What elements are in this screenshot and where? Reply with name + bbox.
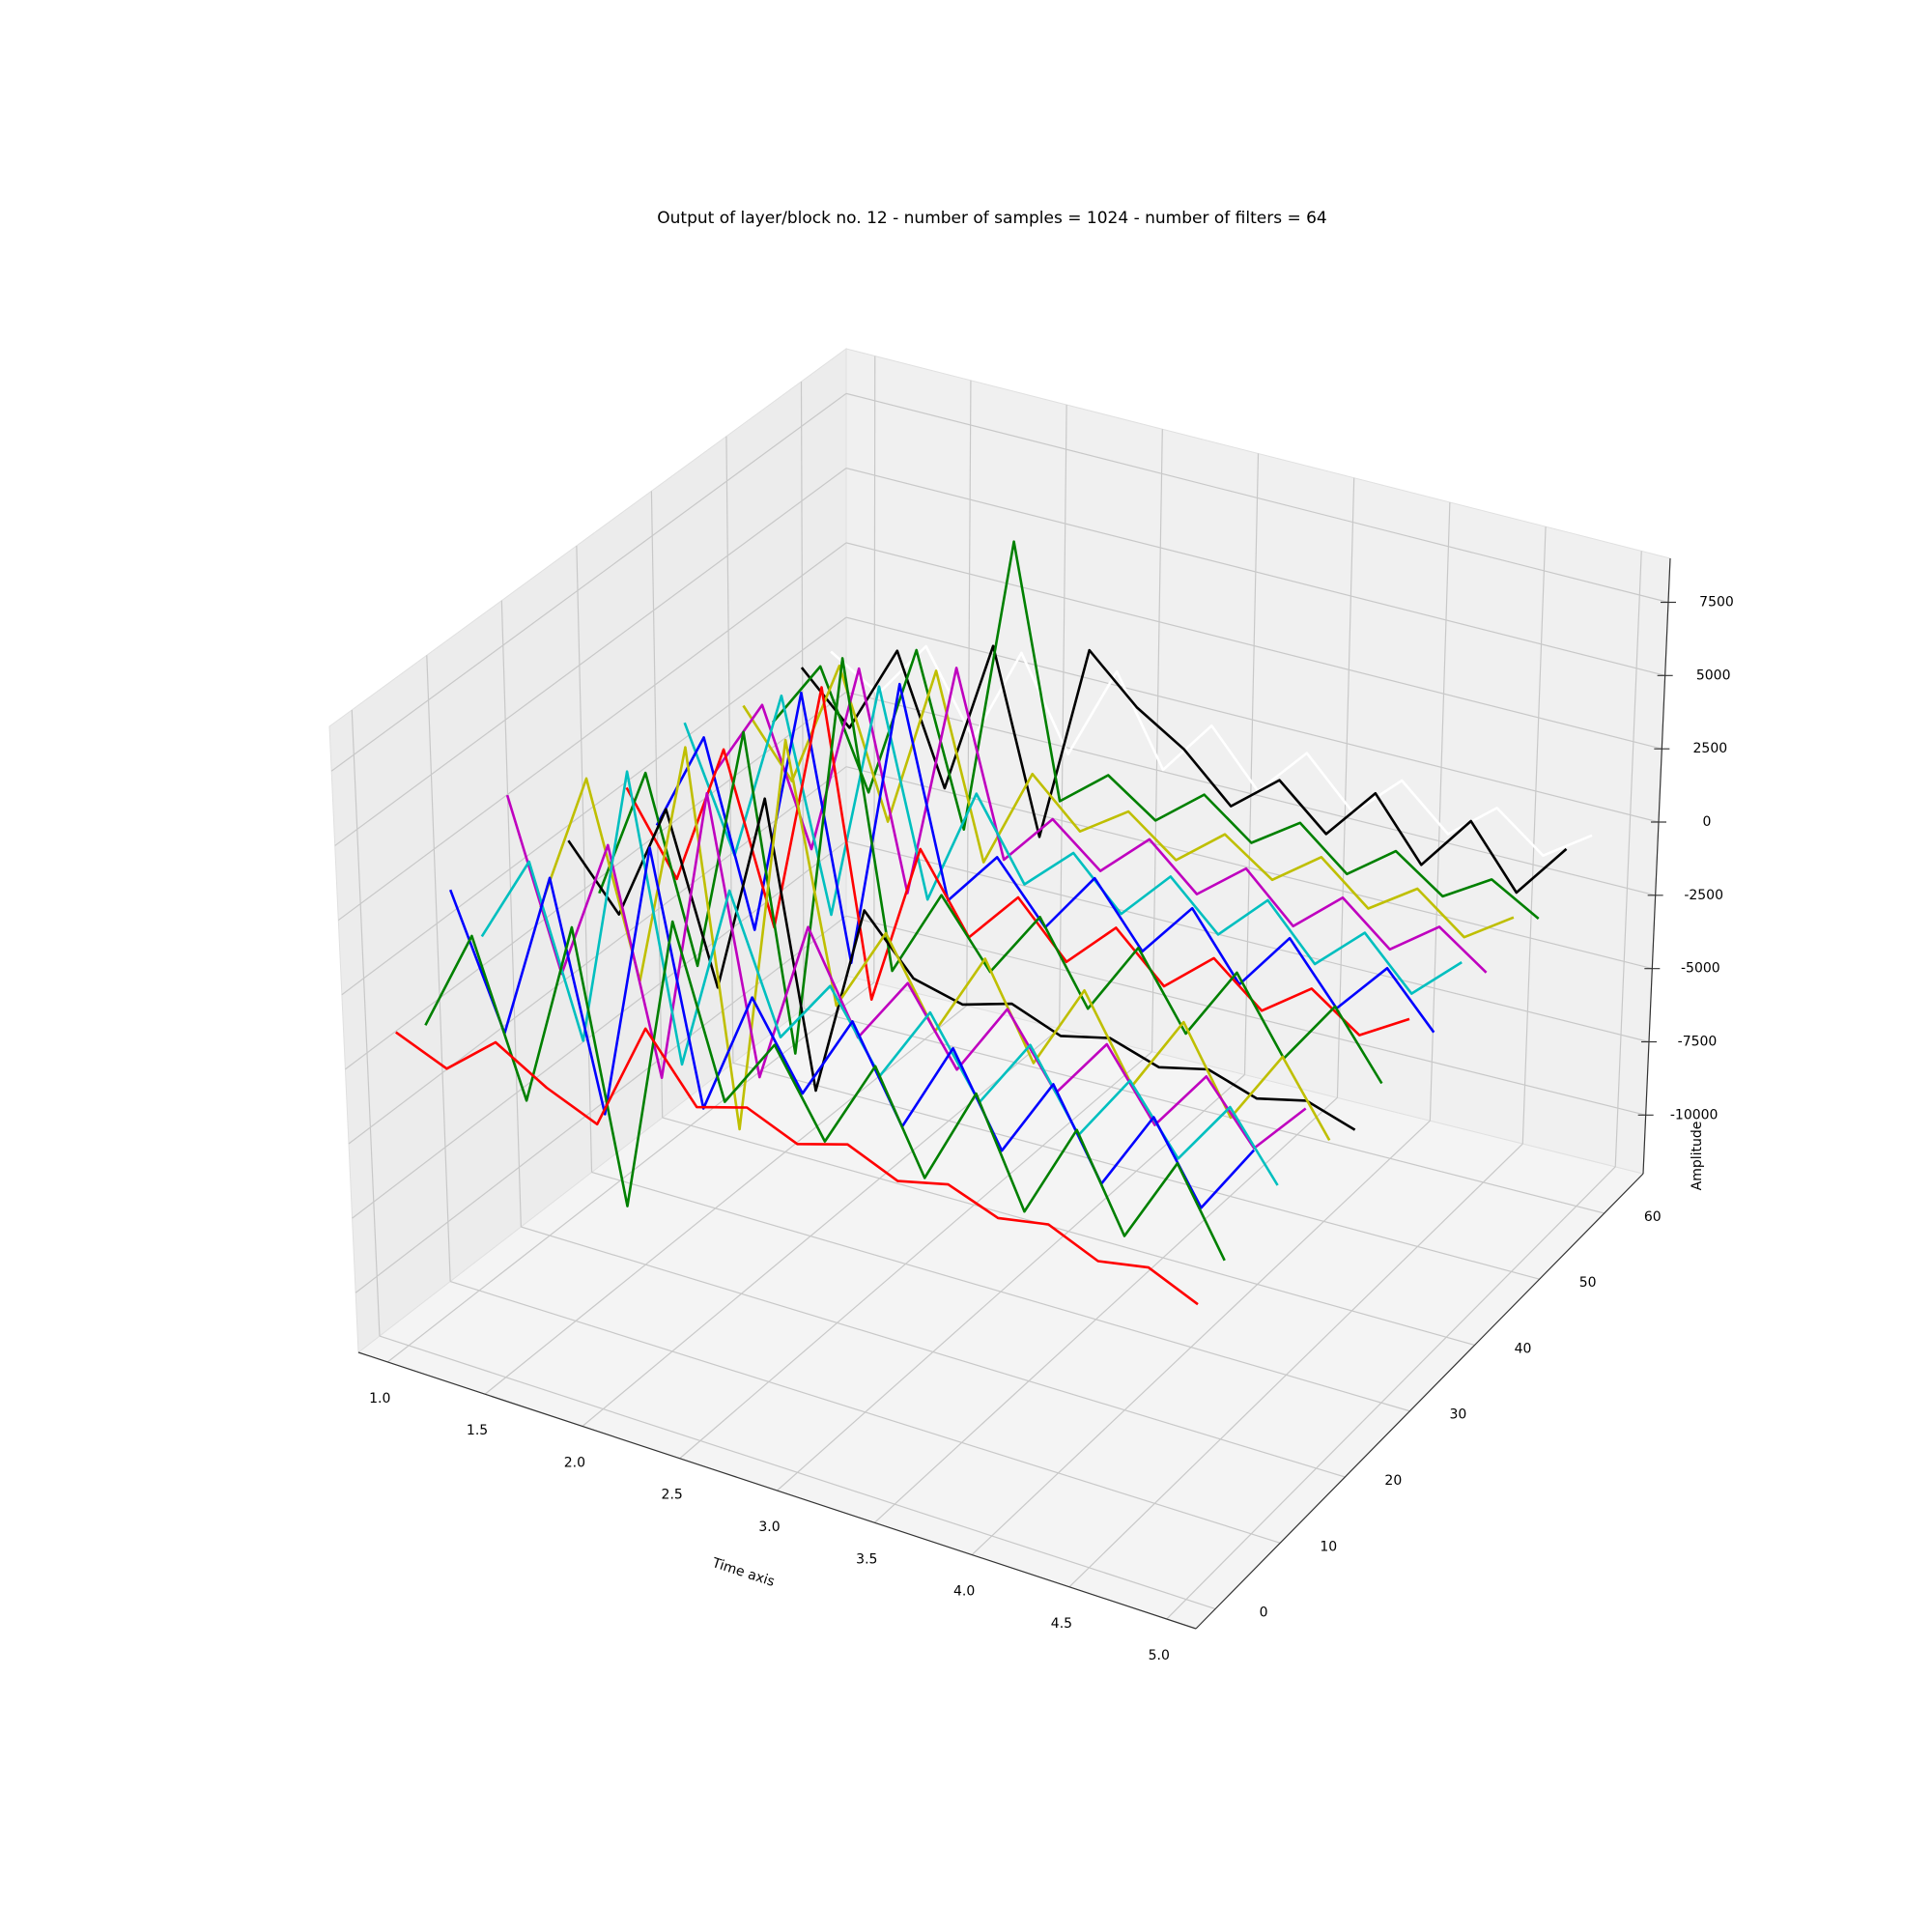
- grid-line: [351, 709, 381, 1337]
- grid-line: [1521, 526, 1547, 1145]
- series-line: [625, 686, 1410, 1037]
- x-tick-label: 3.0: [758, 1520, 780, 1535]
- series-line: [742, 664, 1515, 939]
- grid-line: [500, 600, 522, 1228]
- x-tick-label: 2.0: [564, 1455, 585, 1470]
- z-tick-label: 5000: [1696, 668, 1731, 683]
- grid-line: [1166, 1166, 1616, 1620]
- grid-line: [1614, 551, 1642, 1167]
- grid-line: [845, 840, 1650, 1043]
- grid-line: [1059, 405, 1067, 1029]
- grid-line: [1243, 453, 1260, 1075]
- grid-line: [591, 1171, 1410, 1412]
- series-line: [424, 920, 1226, 1262]
- grid-line: [845, 542, 1662, 750]
- series-line: [567, 797, 1356, 1131]
- x-axis-label: Time axis: [709, 1555, 776, 1590]
- y-tick-label: 20: [1384, 1473, 1402, 1489]
- z-tick-label: 7500: [1699, 595, 1734, 611]
- grid-line: [732, 1062, 1540, 1280]
- grid-line: [1151, 429, 1163, 1052]
- y-tick-label: 0: [1260, 1605, 1268, 1621]
- axis-line: [1642, 557, 1671, 1175]
- grid-line: [679, 1051, 1152, 1460]
- grid-line: [521, 1226, 1346, 1478]
- series-line: [395, 1027, 1199, 1306]
- grid-line: [845, 392, 1669, 604]
- z-tick-label: -10000: [1670, 1107, 1719, 1122]
- grid-line: [334, 468, 847, 846]
- y-tick-label: 10: [1320, 1539, 1337, 1554]
- grid-line: [662, 1117, 1475, 1347]
- series-line: [800, 644, 1568, 895]
- grid-line: [582, 1028, 1061, 1427]
- grid-line: [426, 655, 451, 1282]
- x-tick-label: 1.0: [369, 1391, 390, 1406]
- grid-line: [484, 1005, 968, 1395]
- series-line: [713, 667, 1488, 974]
- grid-line: [337, 542, 847, 922]
- grid-line: [576, 545, 593, 1173]
- grid-line: [845, 616, 1660, 823]
- x-tick-label: 2.5: [662, 1488, 683, 1503]
- axis-line: [1195, 1173, 1644, 1630]
- series-line: [683, 685, 1463, 995]
- y-tick-label: 30: [1450, 1407, 1467, 1423]
- grid-line: [379, 1335, 1216, 1610]
- x-tick-label: 3.5: [856, 1551, 877, 1567]
- grid-line: [845, 468, 1665, 676]
- grid-line: [352, 840, 847, 1219]
- z-tick-label: 2500: [1693, 741, 1728, 756]
- y-tick-label: 40: [1515, 1341, 1532, 1356]
- y-tick-label: 60: [1644, 1209, 1662, 1225]
- y-tick-label: 50: [1579, 1275, 1597, 1291]
- series-line: [772, 540, 1540, 920]
- series-line: [448, 846, 1256, 1209]
- z-tick-label: 0: [1703, 814, 1712, 830]
- grid-line: [449, 1280, 1281, 1544]
- grid-line: [873, 1096, 1338, 1523]
- axis-line: [357, 1351, 1197, 1630]
- grid-line: [1068, 1143, 1523, 1588]
- grid-line: [803, 1008, 1605, 1214]
- z-tick-label: -2500: [1684, 888, 1723, 903]
- grid-line: [355, 915, 847, 1293]
- grid-line: [873, 355, 876, 983]
- series-line: [505, 791, 1307, 1150]
- grid-line: [650, 491, 664, 1118]
- grid-line: [971, 1120, 1431, 1555]
- grid-line: [1336, 477, 1355, 1098]
- grid-line: [966, 380, 972, 1006]
- x-tick-label: 5.0: [1149, 1648, 1170, 1663]
- z-tick-label: -5000: [1681, 961, 1720, 977]
- x-tick-label: 1.5: [467, 1423, 488, 1438]
- chart-title: Output of layer/block no. 12 - number of…: [657, 209, 1326, 228]
- grid-line: [1429, 501, 1451, 1122]
- grid-line: [330, 392, 847, 772]
- z-axis-label: Amplitude: [1690, 1122, 1705, 1191]
- z-tick-label: -7500: [1678, 1035, 1718, 1050]
- grid-line: [845, 915, 1646, 1116]
- x-tick-label: 4.0: [953, 1584, 975, 1600]
- x-tick-label: 4.5: [1051, 1616, 1072, 1632]
